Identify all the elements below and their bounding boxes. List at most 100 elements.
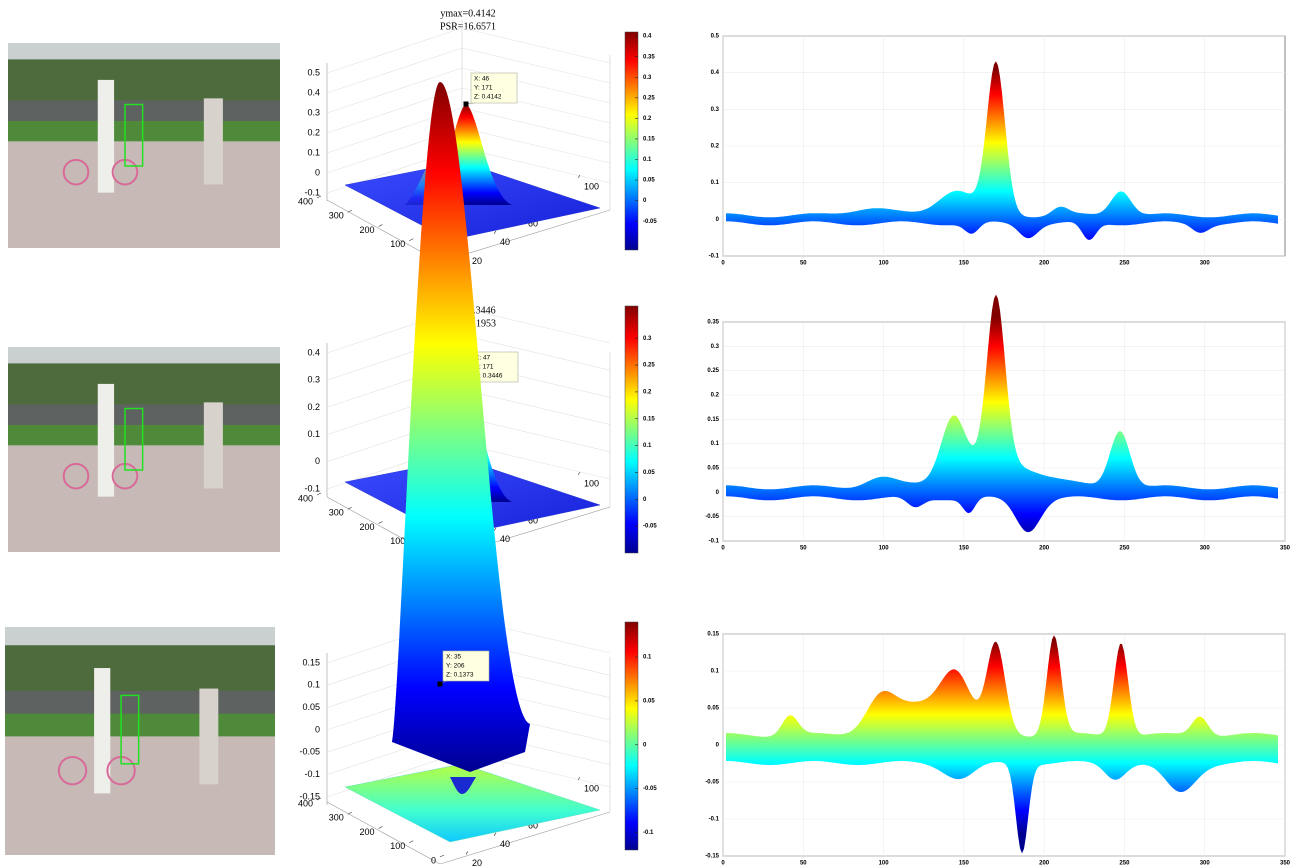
colorbar [625,622,638,850]
colorbar-tick-label: -0.05 [643,786,657,792]
y-tick-label: 0.25 [707,368,719,374]
y-tick-label: 0.2 [711,144,720,150]
y-tick-label: -0.1 [709,539,720,545]
y-tick-label: 0.3 [711,107,720,113]
grid-line [462,108,610,143]
y-tick-label: 0.15 [707,632,719,638]
datatip-text: Y: 171 [474,85,493,92]
y-tick-label: 0.4 [711,70,720,76]
colorbar-tick-label: 0.35 [643,54,655,60]
video-frame [5,627,275,855]
y-tick-label: 0.35 [707,320,719,326]
grass [8,425,280,446]
z-tick-label: 0.3 [307,375,320,385]
colorbar-tick-label: 0.1 [643,655,652,661]
colorbar-tick-label: 0.25 [643,363,655,369]
y-tick-label: 100 [390,536,405,546]
x-tick-label: 40 [500,534,510,544]
y-tick-label: 0.1 [711,441,720,447]
x-tick-label: 100 [879,546,890,552]
x-tick-label: 40 [500,839,510,849]
tick-mark [379,827,383,829]
person [98,80,114,193]
x-tick-label: 200 [1039,546,1050,552]
x-tick-label: 100 [879,261,890,267]
tick-mark [409,239,413,241]
x-tick-label: 100 [584,783,599,793]
y-tick-label: 100 [390,841,405,851]
x-tick-label: 150 [959,861,970,866]
z-tick-label: 0.3 [307,107,320,117]
colorbar-tick-label: 0.05 [643,699,655,705]
z-tick-label: 0.4 [307,347,320,357]
y-tick-label: 0 [716,743,720,749]
tick-mark [409,841,413,843]
colorbar-tick-label: 0 [643,742,647,748]
y-tick-label: 0 [716,217,720,223]
colorbar-tick-label: 0.15 [643,416,655,422]
y-tick-label: 200 [359,225,374,235]
panel-title: ymax=0.4142 [440,8,495,19]
y-tick-label: -0.05 [705,514,719,520]
y-tick-label: 0.05 [707,466,719,472]
x-tick-label: 300 [1200,261,1211,267]
x-tick-label: 300 [1200,861,1211,866]
y-tick-label: 0.15 [707,417,719,423]
y-tick-label: 0.3 [711,344,720,350]
y-tick-label: 100 [390,239,405,249]
x-tick-label: 40 [500,237,510,247]
z-tick-label: 0.2 [307,402,320,412]
colorbar-tick-label: 0.3 [643,75,652,81]
colorbar-tick-label: 0.3 [643,336,652,342]
trees [5,645,275,695]
panel-title: PSR=16.6571 [440,21,496,32]
x-tick-label: 150 [959,261,970,267]
z-tick-label: 0.1 [307,680,320,690]
person [204,98,223,184]
figure: ymax=0.4142PSR=16.6571-0.100.10.20.30.40… [0,0,1300,866]
colorbar-tick-label: 0.05 [643,470,655,476]
y-tick-label: 300 [329,508,344,518]
colorbar-tick-label: 0.05 [643,178,655,184]
person [204,402,223,488]
x-tick-label: 0 [721,546,725,552]
tick-mark [379,522,383,524]
datatip-text: X: 46 [474,76,490,83]
colorbar-tick-label: 0.4 [643,34,652,40]
pavement [5,736,275,855]
colorbar-tick-label: 0.2 [643,116,652,122]
colorbar-tick-label: -0.05 [643,219,657,225]
z-tick-label: 0.15 [302,657,320,667]
tick-mark [494,528,496,531]
z-tick-label: 0.1 [307,147,320,157]
x-tick-label: 50 [800,261,807,267]
z-tick-label: 0.5 [307,67,320,77]
y-tick-label: 0 [716,490,720,496]
trees [8,59,280,104]
y-tick-label: -0.1 [709,254,720,260]
colorbar [625,306,638,553]
datatip-marker [438,682,443,687]
x-tick-label: 350 [1280,861,1291,866]
y-tick-label: 400 [298,798,313,808]
tick-mark [466,851,468,854]
x-tick-label: 250 [1119,261,1130,267]
grass [5,714,275,737]
z-tick-label: -0.1 [304,769,320,779]
tick-mark [348,210,352,212]
colorbar-tick-label: 0.25 [643,95,655,101]
tick-mark [348,812,352,814]
colorbar-tick-label: -0.1 [643,830,654,836]
datatip-text: Z: 0.4142 [474,94,502,101]
x-tick-label: 250 [1119,546,1130,552]
x-tick-label: 100 [584,181,599,191]
tick-mark [494,833,496,836]
video-frame [8,43,280,248]
pavement [8,445,280,552]
datatip-text: Z: 0.1373 [446,672,474,679]
z-tick-label: 0.2 [307,127,320,137]
x-tick-label: 250 [1119,861,1130,866]
y-tick-label: 0.05 [707,706,719,712]
x-tick-label: 50 [800,546,807,552]
tick-mark [440,855,444,857]
